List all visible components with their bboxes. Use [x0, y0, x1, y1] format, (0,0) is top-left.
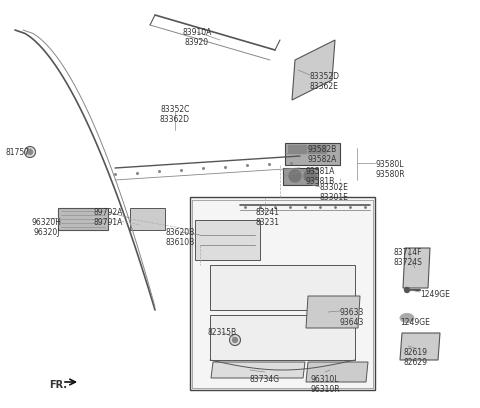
Circle shape — [229, 335, 240, 346]
Polygon shape — [210, 265, 355, 310]
Polygon shape — [306, 296, 360, 328]
Text: 96310L
96310R: 96310L 96310R — [310, 375, 340, 395]
Polygon shape — [283, 168, 318, 185]
Circle shape — [289, 170, 301, 182]
Polygon shape — [285, 143, 340, 165]
Polygon shape — [292, 40, 335, 100]
Text: 83714F
83724S: 83714F 83724S — [394, 248, 422, 267]
Text: 82619
82629: 82619 82629 — [403, 348, 427, 367]
Ellipse shape — [400, 313, 414, 322]
Polygon shape — [400, 333, 440, 360]
Polygon shape — [211, 362, 305, 378]
Circle shape — [304, 170, 316, 182]
Text: 93581A
93581B: 93581A 93581B — [305, 167, 335, 186]
Text: FR.: FR. — [49, 380, 67, 390]
Circle shape — [405, 288, 409, 293]
Text: 82315B: 82315B — [207, 328, 237, 337]
Polygon shape — [306, 362, 368, 382]
Text: 1249GE: 1249GE — [420, 290, 450, 299]
Text: 93582B
93582A: 93582B 93582A — [308, 145, 337, 164]
Circle shape — [232, 337, 238, 342]
Text: 83241
83231: 83241 83231 — [255, 208, 279, 227]
Text: 1249GE: 1249GE — [400, 318, 430, 327]
Text: 83302E
83301E: 83302E 83301E — [320, 183, 349, 202]
Text: 96320H
96320J: 96320H 96320J — [32, 218, 62, 237]
Text: 93580L
93580R: 93580L 93580R — [375, 160, 405, 180]
Polygon shape — [130, 208, 165, 230]
Polygon shape — [190, 197, 375, 390]
Bar — [288, 145, 306, 153]
Text: 83734G: 83734G — [250, 375, 280, 384]
Text: 83352D
83362E: 83352D 83362E — [310, 72, 340, 91]
Text: 83352C
83362D: 83352C 83362D — [160, 105, 190, 124]
Text: 83910A
83920: 83910A 83920 — [182, 28, 212, 47]
Polygon shape — [195, 220, 260, 260]
Circle shape — [24, 146, 36, 157]
Text: 83620B
83610B: 83620B 83610B — [166, 228, 194, 247]
Polygon shape — [403, 248, 430, 288]
Text: 93633
93643: 93633 93643 — [340, 308, 364, 327]
Bar — [308, 145, 326, 153]
Ellipse shape — [402, 315, 412, 321]
Text: 81757: 81757 — [6, 148, 30, 157]
Text: 89792A
89791A: 89792A 89791A — [93, 208, 123, 227]
Circle shape — [27, 149, 33, 155]
Polygon shape — [58, 208, 108, 230]
Polygon shape — [210, 315, 355, 360]
